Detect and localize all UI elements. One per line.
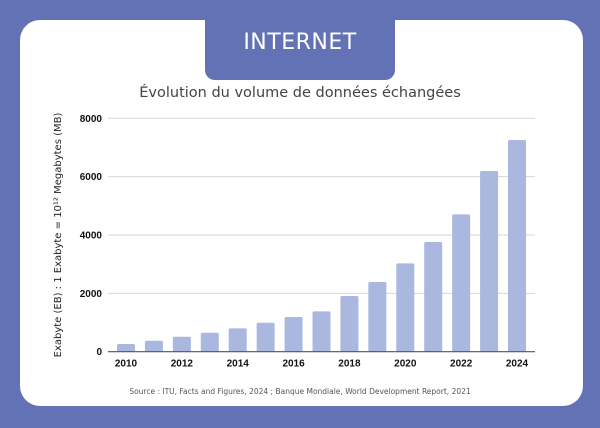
bar-2023 — [480, 170, 499, 352]
source-note: Source : ITU, Facts and Figures, 2024 ; … — [129, 387, 471, 396]
bar-2019 — [368, 282, 387, 352]
x-tick-label: 2010 — [115, 359, 138, 370]
x-tick-label: 2020 — [394, 359, 417, 370]
y-tick-label: 0 — [96, 347, 102, 358]
bar-2017 — [312, 311, 331, 352]
bar-2014 — [228, 328, 247, 352]
bar-2024 — [508, 139, 526, 352]
bar-2021 — [424, 242, 443, 352]
x-tick-label: 2012 — [171, 359, 194, 370]
x-tick-label: 2022 — [450, 359, 473, 370]
bar-2015 — [256, 322, 275, 352]
tab-title: INTERNET — [243, 30, 357, 55]
y-tick-label: 4000 — [80, 231, 103, 242]
x-tick-label: 2018 — [338, 359, 361, 370]
y-tick-label: 6000 — [80, 172, 103, 183]
bar-2022 — [452, 214, 471, 352]
bar-2018 — [340, 296, 359, 352]
x-tick-label: 2016 — [282, 359, 305, 370]
x-tick-label: 2014 — [227, 359, 250, 370]
bar-2013 — [200, 332, 219, 352]
x-tick-label: 2024 — [506, 359, 529, 370]
chart-title: Évolution du volume de données échangées — [139, 85, 461, 101]
bar-2020 — [396, 263, 415, 352]
y-axis-label: Exabyte (EB) : 1 Exabyte = 10¹² Megabyte… — [53, 113, 64, 358]
y-tick-label: 2000 — [80, 289, 103, 300]
bar-2010 — [117, 344, 135, 352]
header-tab: INTERNET — [205, 20, 395, 80]
bar-2016 — [284, 317, 303, 352]
bar-2012 — [172, 336, 191, 352]
y-tick-label: 8000 — [80, 114, 103, 125]
bar-2011 — [144, 340, 163, 352]
